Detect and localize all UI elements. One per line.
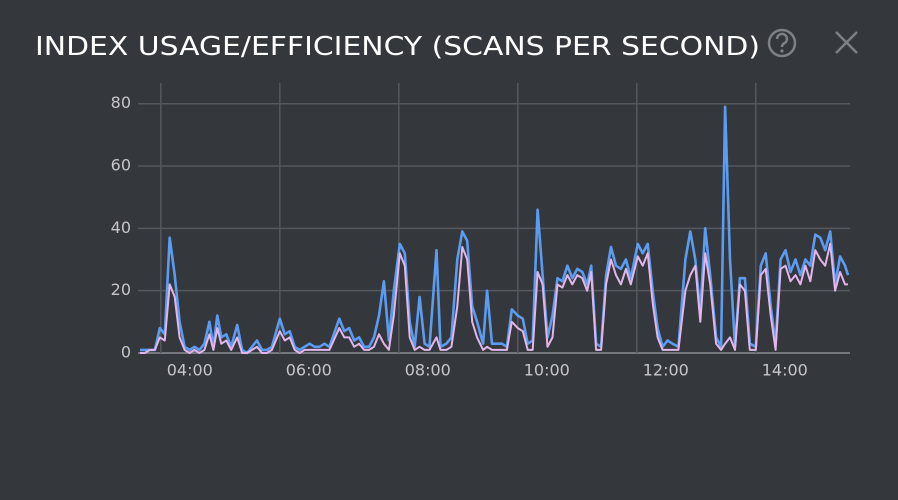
series-line: [140, 105, 850, 355]
series-line: [140, 242, 848, 354]
x-tick-label: 10:00: [524, 361, 570, 380]
y-tick-label: 80: [111, 93, 131, 112]
y-tick-label: 20: [111, 280, 131, 299]
y-tick-label: 40: [111, 218, 131, 237]
y-tick-label: 60: [111, 156, 131, 175]
x-tick-label: 14:00: [762, 361, 808, 380]
x-tick-label: 08:00: [405, 361, 451, 380]
x-tick-label: 04:00: [167, 361, 213, 380]
close-button[interactable]: [835, 31, 858, 54]
help-icon[interactable]: [767, 28, 797, 58]
chart-title: INDEX USAGE/EFFICIENCY (SCANS PER SECOND…: [35, 32, 760, 62]
y-tick-label: 0: [121, 343, 131, 362]
x-tick-label: 12:00: [643, 361, 689, 380]
x-tick-label: 06:00: [286, 361, 332, 380]
